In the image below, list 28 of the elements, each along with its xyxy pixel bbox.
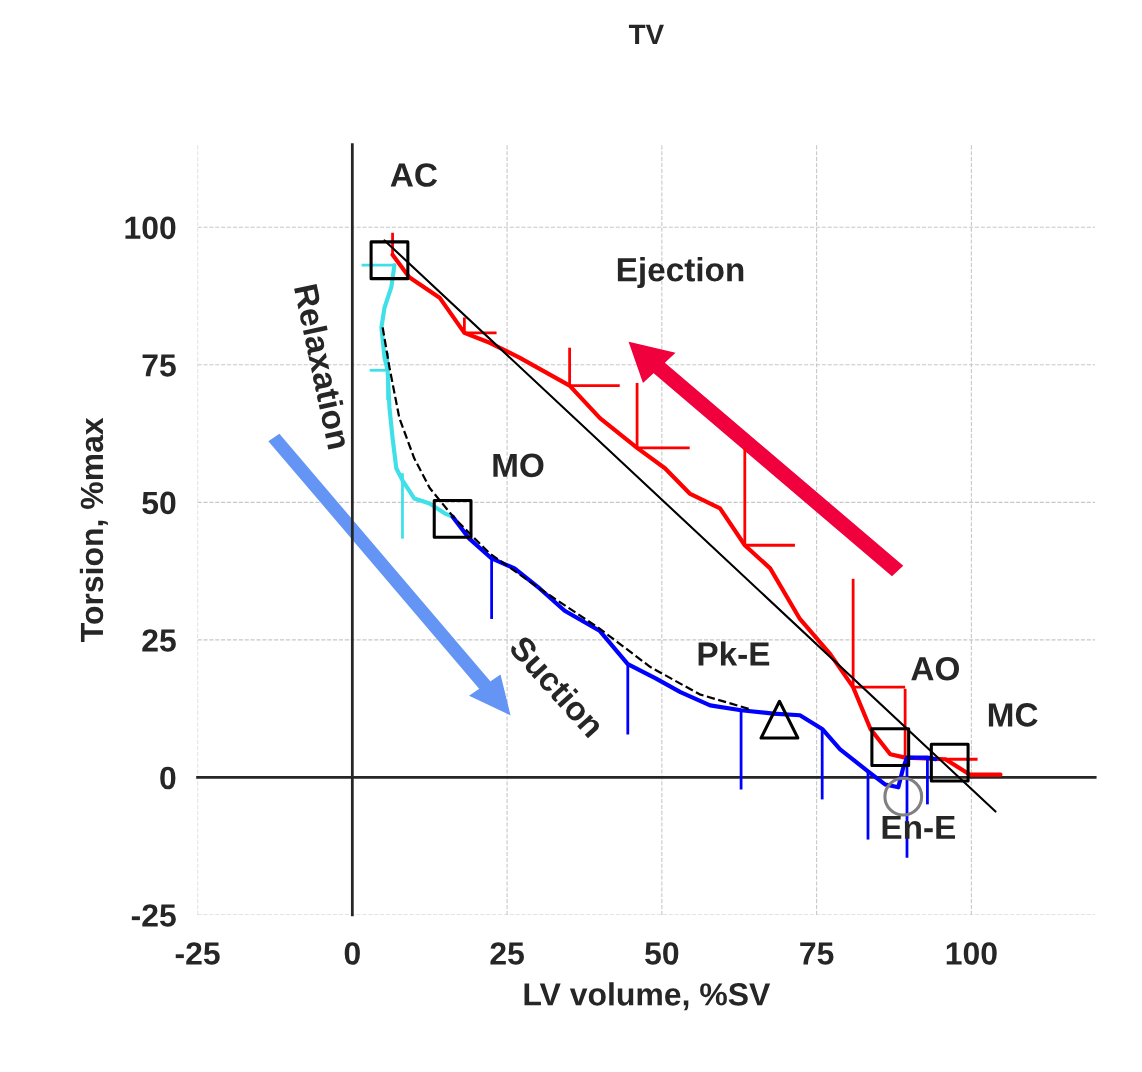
point — [369, 240, 410, 281]
y-tick-label: 50 — [142, 491, 176, 515]
x-tick-label: 100 — [946, 942, 997, 965]
x-tick-label: 75 — [800, 942, 834, 965]
x-tick-label: 0 — [344, 942, 360, 965]
point — [759, 699, 800, 740]
annotation: AO — [911, 656, 959, 681]
annotation: Ejection — [617, 257, 744, 289]
x-tick-label: 50 — [645, 942, 679, 965]
point — [870, 727, 911, 768]
y-tick-label: 100 — [125, 216, 176, 240]
x-axis-title: LV volume, %SV — [524, 982, 771, 1011]
x-tick-label: 25 — [490, 942, 524, 965]
annotation: Pk-E — [698, 641, 770, 666]
y-tick-label: 75 — [142, 354, 176, 377]
annotation: AC — [390, 163, 438, 187]
y-axis-title: Torsion, %max — [79, 417, 108, 642]
y-tick-label: 25 — [142, 629, 176, 652]
point — [883, 776, 924, 817]
annotation: MO — [493, 453, 544, 478]
annotation: MC — [988, 703, 1038, 727]
annotation: Relaxation — [293, 283, 352, 450]
x-tick-label: -25 — [175, 942, 220, 965]
point — [432, 498, 473, 539]
y-tick-label: 0 — [160, 766, 176, 790]
chart-title: TV — [628, 24, 664, 44]
y-tick-label: -25 — [131, 904, 176, 927]
point — [929, 742, 970, 783]
